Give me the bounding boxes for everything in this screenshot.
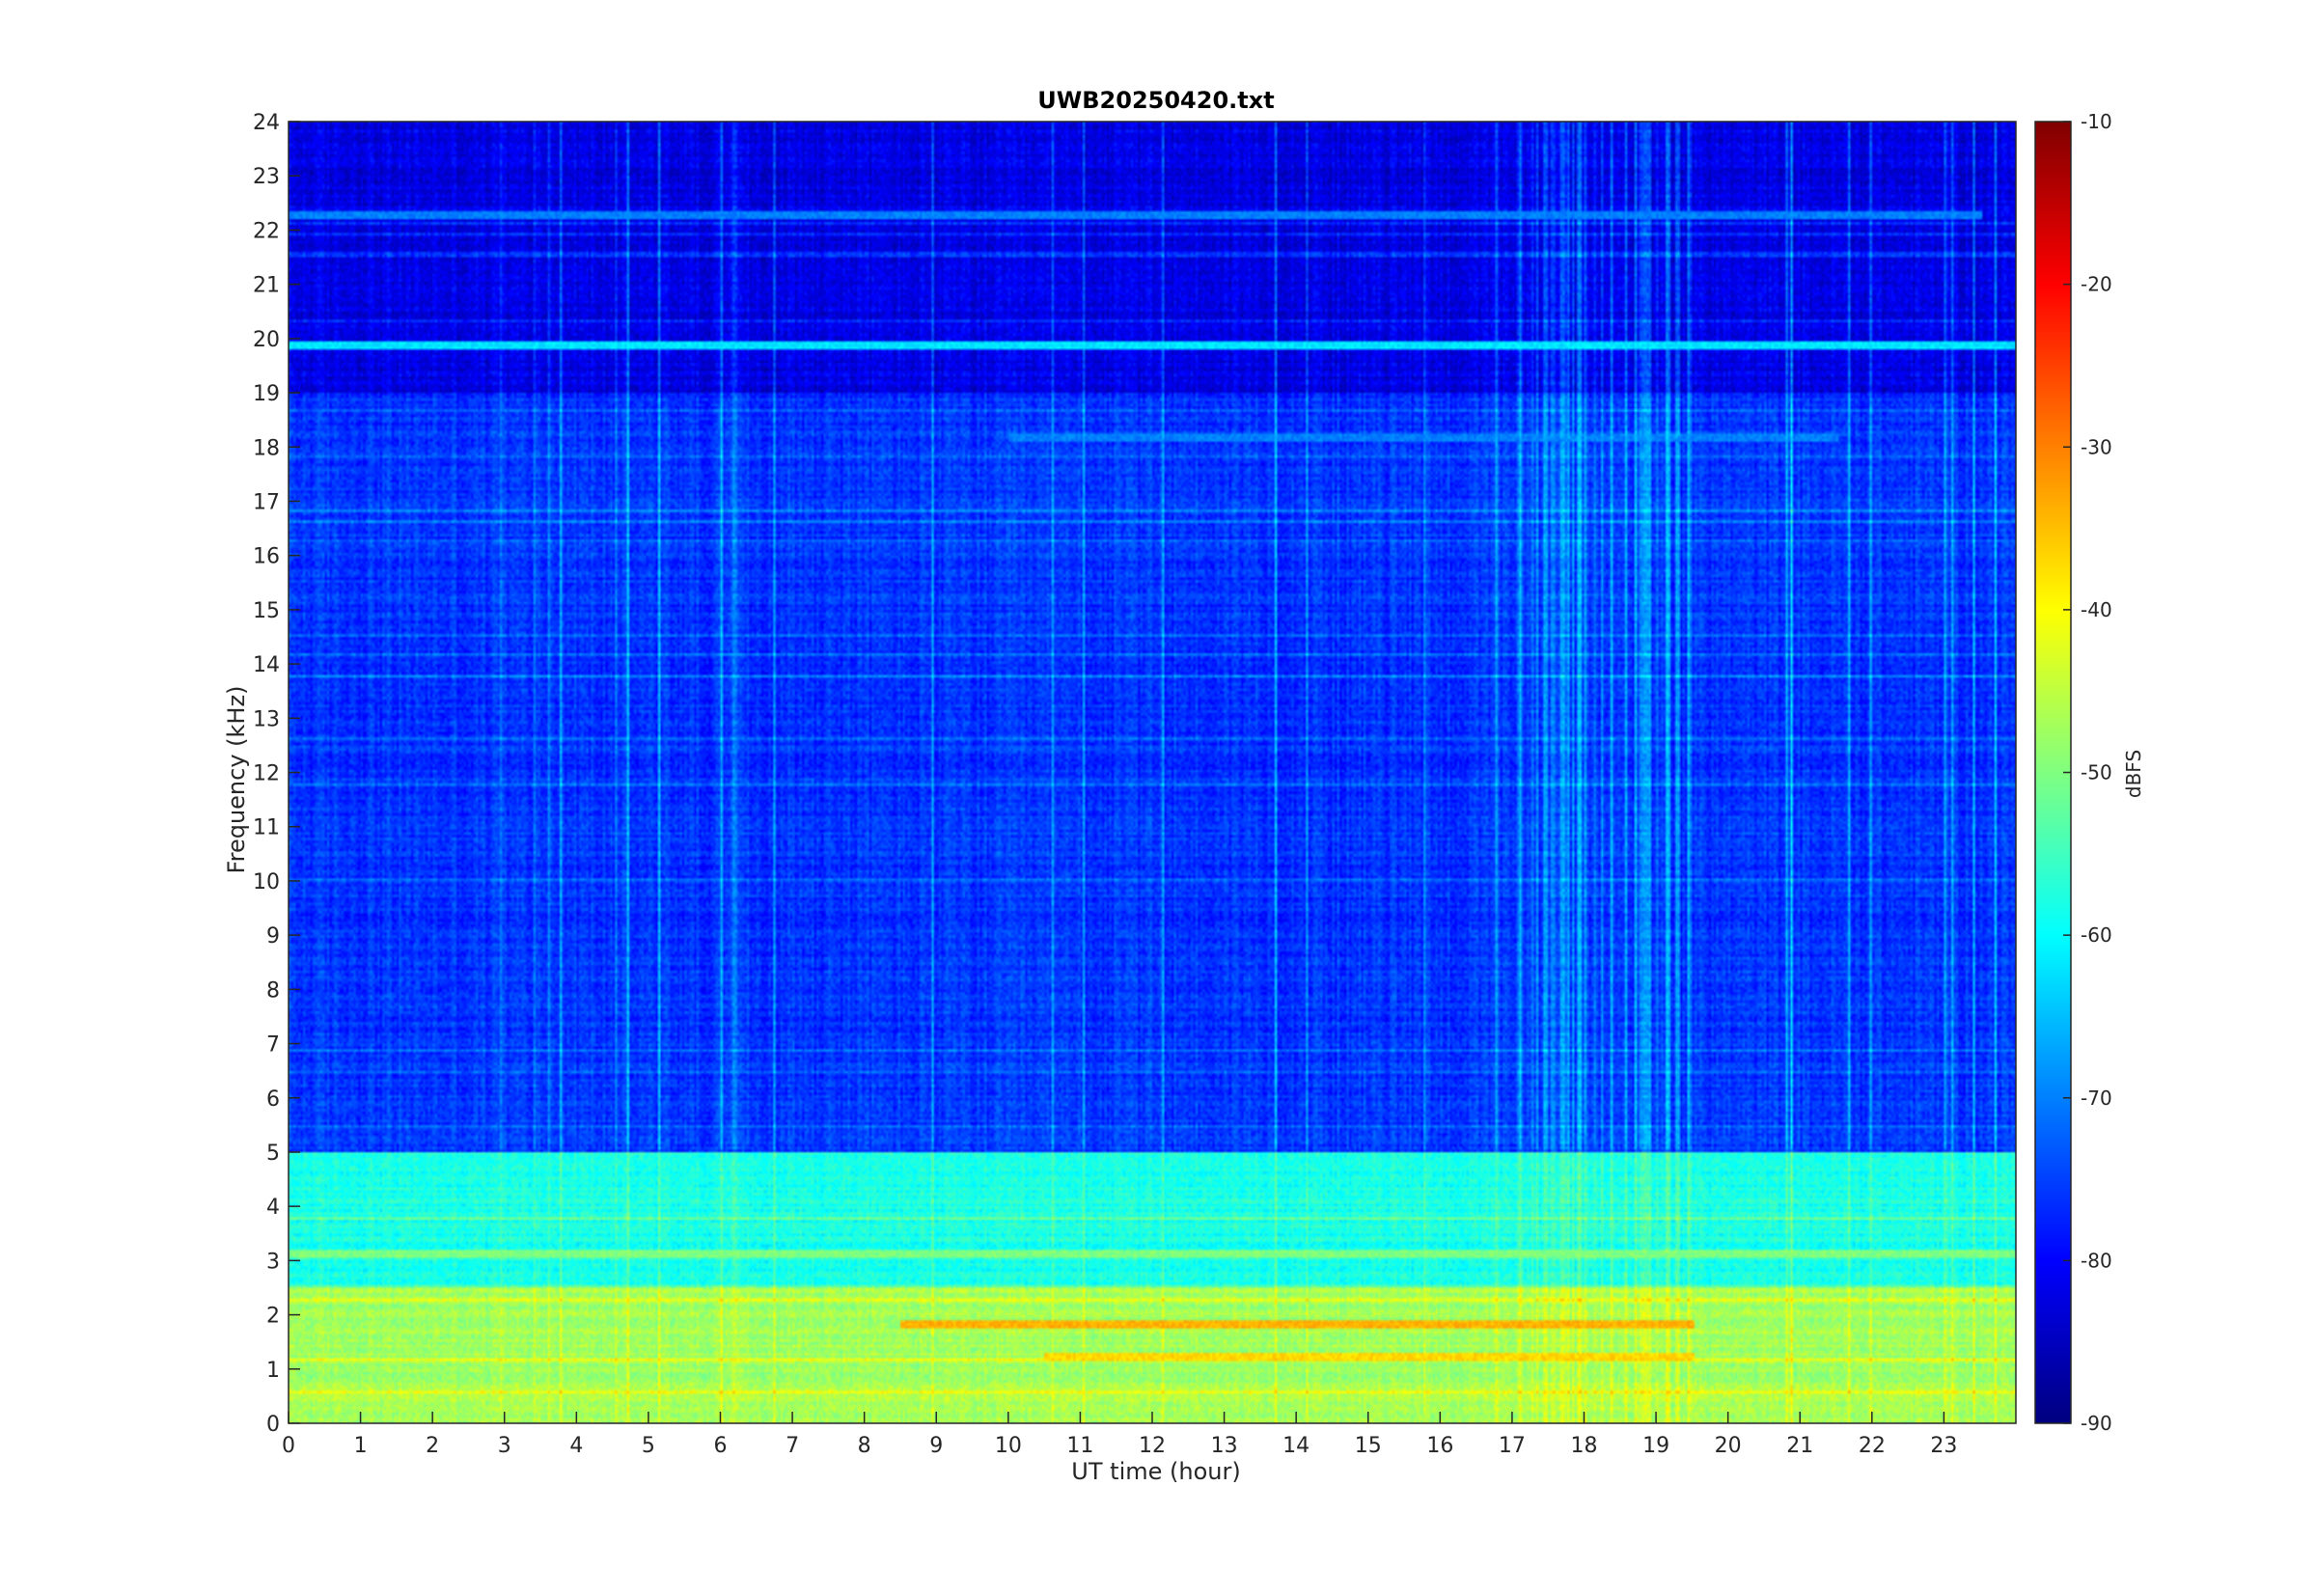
y-tick-label: 9 xyxy=(266,924,280,949)
colorbar-tick-label: -50 xyxy=(2081,761,2112,784)
x-tick-label: 23 xyxy=(1930,1434,1957,1458)
colorbar-tick-label: -30 xyxy=(2081,435,2112,458)
y-tick-label: 12 xyxy=(253,762,280,786)
y-tick-label: 6 xyxy=(266,1087,280,1112)
y-tick-label: 2 xyxy=(266,1305,280,1329)
x-tick-label: 4 xyxy=(569,1434,583,1458)
colorbar: -90 -80 -70 -60 -50 -40 -30 -20 -10 xyxy=(2034,110,2112,1435)
x-tick-label: 12 xyxy=(1139,1434,1166,1458)
chart-title: UWB20250420.txt xyxy=(1037,87,1274,114)
y-tick-label: 22 xyxy=(253,219,280,243)
spectrogram-image xyxy=(289,122,2016,1423)
y-tick-label: 14 xyxy=(253,653,280,677)
y-tick-label: 5 xyxy=(266,1142,280,1166)
y-tick-label: 0 xyxy=(266,1413,280,1437)
y-tick-label: 19 xyxy=(253,382,280,406)
x-tick-label: 6 xyxy=(714,1434,728,1458)
colorbar-tick-label: -40 xyxy=(2081,598,2112,621)
y-tick-label: 4 xyxy=(266,1196,280,1220)
x-tick-label: 10 xyxy=(995,1434,1022,1458)
colorbar-tick-label: -10 xyxy=(2081,110,2112,133)
y-tick-label: 18 xyxy=(253,436,280,460)
x-tick-label: 17 xyxy=(1499,1434,1526,1458)
y-tick-label: 17 xyxy=(253,490,280,514)
y-axis-label: Frequency (kHz) xyxy=(223,686,250,874)
x-tick-label: 22 xyxy=(1859,1434,1886,1458)
x-tick-label: 18 xyxy=(1571,1434,1598,1458)
x-tick-label: 7 xyxy=(786,1434,799,1458)
y-tick-label: 8 xyxy=(266,978,280,1003)
y-tick-label: 16 xyxy=(253,545,280,569)
x-tick-label: 2 xyxy=(426,1434,439,1458)
x-tick-label: 19 xyxy=(1642,1434,1669,1458)
y-tick-label: 24 xyxy=(253,111,280,135)
x-tick-label: 13 xyxy=(1211,1434,1238,1458)
colorbar-tick-label: -60 xyxy=(2081,923,2112,947)
y-tick-label: 13 xyxy=(253,707,280,731)
x-tick-label: 5 xyxy=(642,1434,655,1458)
y-tick-label: 23 xyxy=(253,165,280,189)
y-tick-label: 21 xyxy=(253,274,280,298)
y-tick-label: 3 xyxy=(266,1250,280,1274)
y-tick-label: 1 xyxy=(266,1359,280,1383)
y-tick-label: 11 xyxy=(253,816,280,840)
colorbar-label: dBFS xyxy=(2122,750,2145,798)
x-axis: 0 1 2 3 4 5 6 7 8 9 10 11 12 13 14 15 16 17 18 19 20 21 22 23 xyxy=(282,1412,1957,1458)
x-tick-label: 21 xyxy=(1786,1434,1813,1458)
colorbar-tick-label: -90 xyxy=(2081,1412,2112,1435)
colorbar-tick-label: -20 xyxy=(2081,273,2112,296)
x-tick-label: 16 xyxy=(1426,1434,1453,1458)
x-tick-label: 3 xyxy=(498,1434,511,1458)
y-tick-label: 15 xyxy=(253,599,280,623)
x-axis-label: UT time (hour) xyxy=(1071,1458,1240,1485)
x-tick-label: 1 xyxy=(354,1434,368,1458)
colorbar-tick-label: -70 xyxy=(2081,1087,2112,1110)
x-tick-label: 11 xyxy=(1066,1434,1093,1458)
x-tick-label: 0 xyxy=(282,1434,295,1458)
x-tick-label: 8 xyxy=(858,1434,871,1458)
x-tick-label: 15 xyxy=(1355,1434,1382,1458)
colorbar-tick-label: -80 xyxy=(2081,1249,2112,1272)
y-tick-label: 7 xyxy=(266,1033,280,1058)
x-tick-label: 20 xyxy=(1715,1434,1742,1458)
y-tick-label: 10 xyxy=(253,870,280,894)
x-tick-label: 14 xyxy=(1282,1434,1310,1458)
plot-area xyxy=(288,121,2017,1424)
y-tick-label: 20 xyxy=(253,328,280,352)
x-tick-label: 9 xyxy=(929,1434,943,1458)
